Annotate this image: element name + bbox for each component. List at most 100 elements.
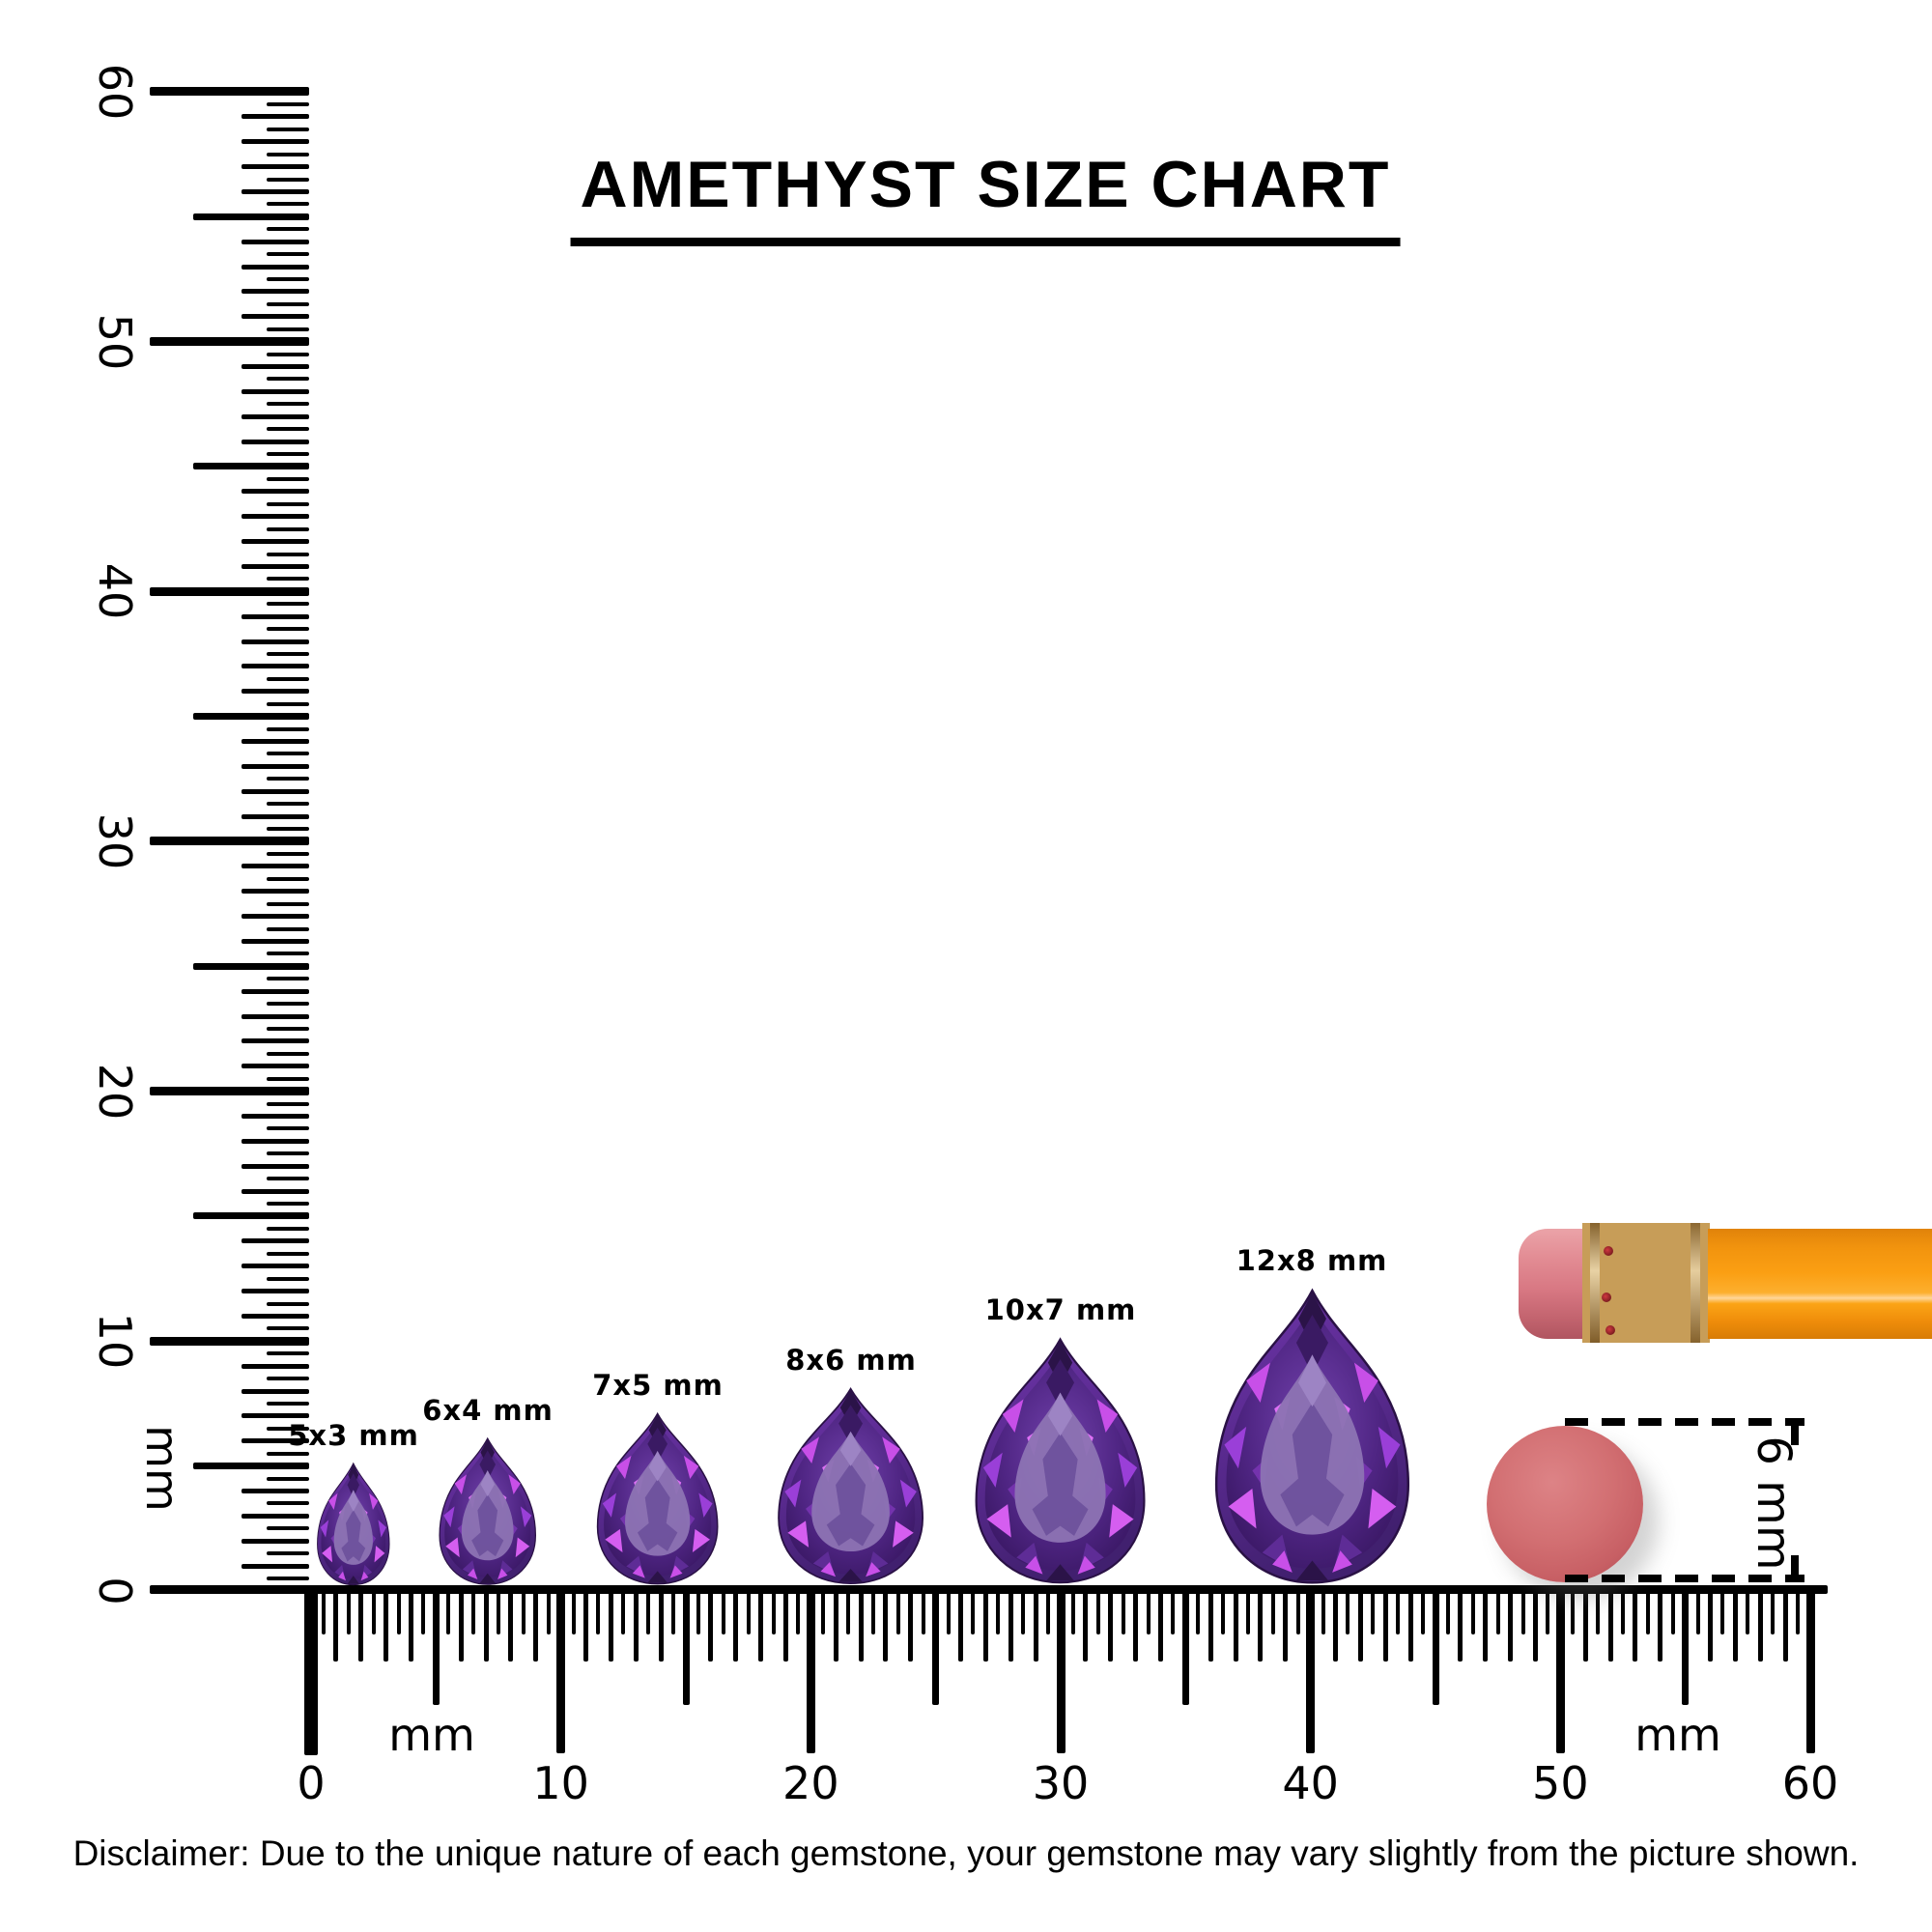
vertical-ruler-tick bbox=[267, 452, 309, 457]
horizontal-ruler-tick bbox=[721, 1589, 725, 1634]
vertical-ruler-tick bbox=[267, 1002, 309, 1007]
vertical-ruler-tick bbox=[150, 1336, 309, 1346]
vertical-ruler-tick bbox=[267, 301, 309, 306]
amethyst-gem-12x8mm bbox=[1214, 1289, 1409, 1584]
horizontal-ruler-tick bbox=[446, 1589, 451, 1634]
vertical-ruler-tick bbox=[267, 1526, 309, 1531]
horizontal-ruler-tick bbox=[1083, 1589, 1089, 1662]
vertical-ruler-tick bbox=[242, 689, 309, 695]
horizontal-ruler-tick bbox=[508, 1589, 514, 1662]
horizontal-ruler-tick bbox=[1121, 1589, 1125, 1634]
horizontal-ruler-tick bbox=[982, 1589, 988, 1662]
vertical-ruler-tick bbox=[267, 676, 309, 681]
vertical-ruler-tick bbox=[267, 202, 309, 207]
horizontal-ruler-tick bbox=[1321, 1589, 1325, 1634]
horizontal-ruler-tick bbox=[371, 1589, 376, 1634]
vertical-ruler-tick bbox=[242, 239, 309, 244]
gem-size-label: 5x3 mm bbox=[288, 1418, 419, 1452]
horizontal-ruler-tick bbox=[471, 1589, 476, 1634]
vertical-ruler-tick bbox=[242, 1138, 309, 1144]
page-title: AMETHYST SIZE CHART bbox=[570, 147, 1401, 246]
horizontal-ruler-tick bbox=[1658, 1589, 1663, 1662]
vertical-ruler-tick bbox=[267, 1177, 309, 1181]
vertical-ruler-tick bbox=[242, 264, 309, 270]
vertical-ruler-tick bbox=[267, 1126, 309, 1131]
vertical-ruler-label-50: 50 bbox=[89, 313, 141, 370]
horizontal-ruler-label-40: 40 bbox=[1282, 1757, 1339, 1809]
horizontal-ruler-tick bbox=[1306, 1589, 1316, 1753]
horizontal-ruler-tick bbox=[596, 1589, 601, 1634]
vertical-ruler-tick bbox=[267, 926, 309, 931]
horizontal-ruler-tick bbox=[1546, 1589, 1550, 1634]
vertical-ruler-tick bbox=[242, 788, 309, 794]
vertical-ruler-tick bbox=[267, 252, 309, 257]
vertical-ruler-tick bbox=[267, 802, 309, 807]
measure-dash-end-bottom bbox=[1791, 1555, 1799, 1582]
horizontal-ruler-tick bbox=[1732, 1589, 1738, 1662]
horizontal-ruler-tick bbox=[346, 1589, 351, 1634]
vertical-ruler-tick bbox=[242, 1513, 309, 1519]
vertical-ruler-tick bbox=[242, 388, 309, 394]
vertical-ruler-tick bbox=[242, 889, 309, 895]
vertical-ruler-tick bbox=[267, 1476, 309, 1481]
horizontal-ruler-tick bbox=[497, 1589, 500, 1634]
vertical-ruler-tick bbox=[242, 938, 309, 944]
horizontal-ruler-label-0: 0 bbox=[297, 1757, 326, 1809]
vertical-ruler-tick bbox=[242, 1038, 309, 1044]
horizontal-ruler-tick bbox=[771, 1589, 776, 1634]
horizontal-ruler-tick bbox=[646, 1589, 651, 1634]
horizontal-ruler-label-20: 20 bbox=[782, 1757, 839, 1809]
horizontal-ruler-tick bbox=[996, 1589, 1001, 1634]
horizontal-ruler-tick bbox=[1495, 1589, 1500, 1634]
horizontal-ruler-tick bbox=[396, 1589, 401, 1634]
horizontal-ruler-tick bbox=[1520, 1589, 1525, 1634]
horizontal-ruler-tick bbox=[658, 1589, 664, 1662]
vertical-ruler-tick bbox=[267, 627, 309, 632]
horizontal-ruler-tick bbox=[1033, 1589, 1038, 1662]
vertical-ruler-tick bbox=[242, 1238, 309, 1244]
vertical-ruler-tick bbox=[267, 227, 309, 232]
vertical-ruler-tick bbox=[267, 777, 309, 781]
horizontal-ruler-tick bbox=[583, 1589, 589, 1662]
horizontal-ruler-tick bbox=[733, 1589, 739, 1662]
vertical-ruler-tick bbox=[242, 1114, 309, 1120]
vertical-ruler-tick bbox=[267, 1051, 309, 1056]
horizontal-ruler-tick bbox=[1008, 1589, 1013, 1662]
vertical-ruler-tick bbox=[242, 1538, 309, 1544]
horizontal-ruler-tick bbox=[1046, 1589, 1051, 1634]
horizontal-ruler-tick bbox=[1445, 1589, 1450, 1634]
horizontal-ruler-tick bbox=[958, 1589, 964, 1662]
horizontal-ruler-tick bbox=[1171, 1589, 1176, 1634]
vertical-ruler-tick bbox=[267, 101, 309, 106]
horizontal-ruler-tick bbox=[1258, 1589, 1264, 1662]
horizontal-ruler-tick bbox=[333, 1589, 339, 1662]
horizontal-ruler-tick bbox=[1181, 1589, 1189, 1705]
horizontal-ruler-tick bbox=[1782, 1589, 1788, 1662]
horizontal-ruler-tick bbox=[682, 1589, 690, 1705]
vertical-ruler-tick bbox=[267, 526, 309, 531]
vertical-ruler-tick bbox=[242, 439, 309, 444]
gem-size-label: 12x8 mm bbox=[1236, 1243, 1388, 1277]
pencil-body bbox=[1708, 1229, 1932, 1339]
horizontal-ruler-tick bbox=[1208, 1589, 1213, 1662]
vertical-ruler-label-20: 20 bbox=[89, 1063, 141, 1120]
vertical-ruler-tick bbox=[267, 1551, 309, 1556]
horizontal-ruler-tick bbox=[895, 1589, 900, 1634]
vertical-ruler-label-30: 30 bbox=[89, 812, 141, 870]
horizontal-ruler-tick bbox=[1246, 1589, 1250, 1634]
vertical-ruler-tick bbox=[267, 127, 309, 131]
pencil-ferrule bbox=[1582, 1223, 1710, 1343]
horizontal-ruler-tick bbox=[871, 1589, 875, 1634]
vertical-ruler-tick bbox=[267, 327, 309, 331]
horizontal-ruler-tick bbox=[1396, 1589, 1401, 1634]
amethyst-gem-5x3mm bbox=[317, 1462, 390, 1585]
horizontal-ruler-tick bbox=[696, 1589, 700, 1634]
measure-dash-top bbox=[1565, 1418, 1804, 1426]
vertical-ruler-tick bbox=[267, 276, 309, 281]
vertical-ruler-tick bbox=[267, 701, 309, 706]
vertical-ruler-tick bbox=[267, 1577, 309, 1581]
vertical-ruler-tick bbox=[267, 552, 309, 556]
amethyst-gem-8x6mm bbox=[778, 1387, 924, 1585]
horizontal-ruler-tick bbox=[1295, 1589, 1300, 1634]
pencil-graphic bbox=[1519, 1223, 1932, 1343]
